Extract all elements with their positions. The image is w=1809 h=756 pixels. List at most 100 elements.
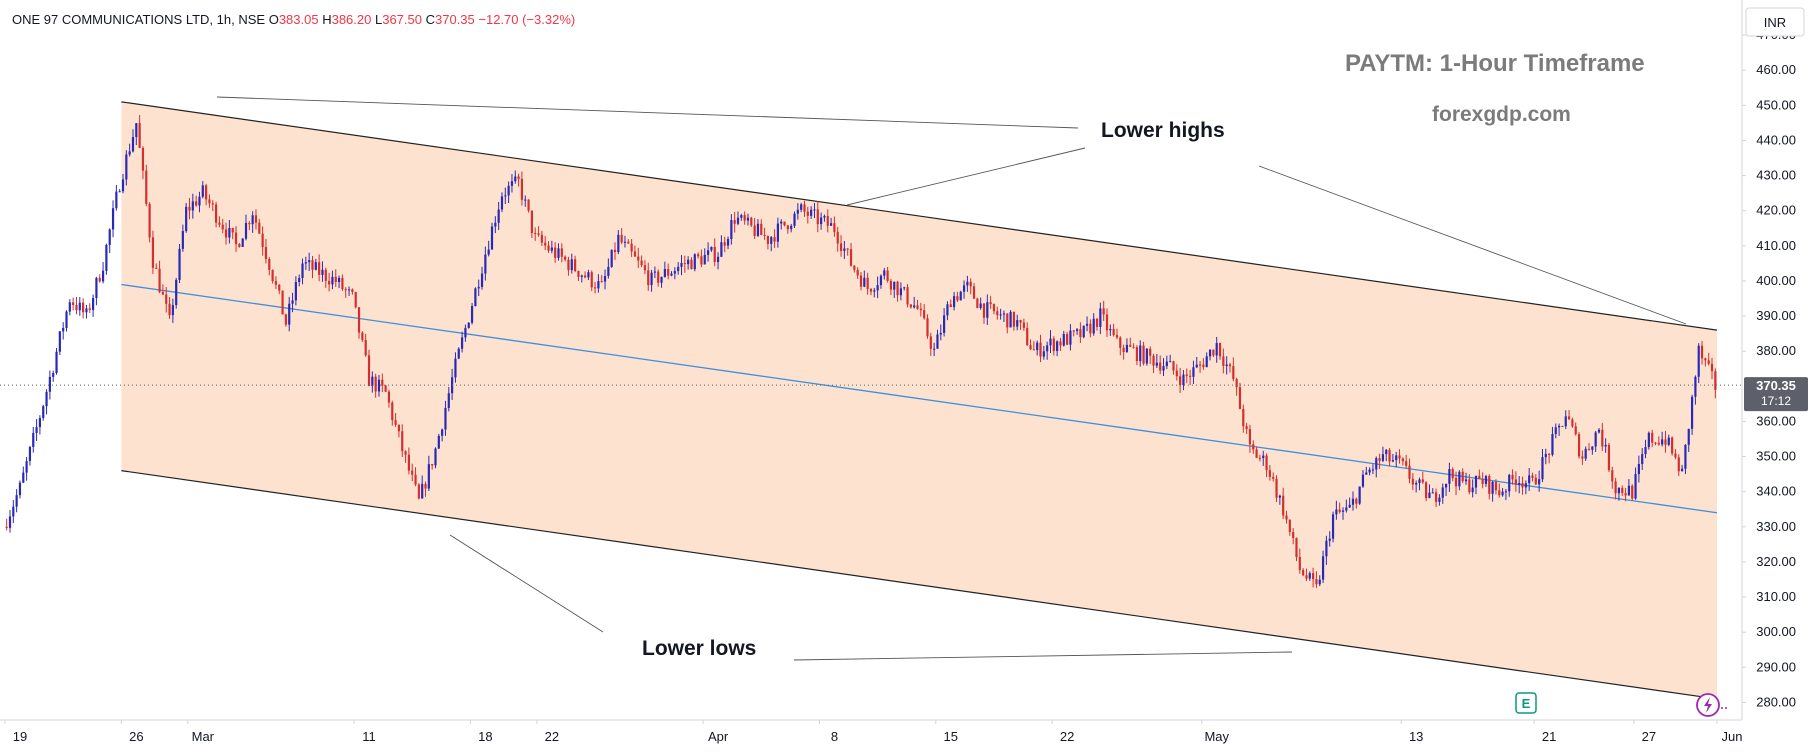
candle-body <box>261 233 264 248</box>
candle-body <box>1478 475 1481 479</box>
candle-body <box>803 204 806 212</box>
candle-177 <box>593 281 597 294</box>
candle-body <box>371 376 374 387</box>
candle-301 <box>1006 313 1009 334</box>
candle-408 <box>1361 470 1365 488</box>
candle-body <box>780 221 783 224</box>
candle-397 <box>1325 535 1328 565</box>
candle-416 <box>1388 448 1391 467</box>
currency-box[interactable] <box>1745 7 1805 37</box>
candle-body <box>1401 458 1404 462</box>
candle-body <box>1444 483 1448 488</box>
candle-body <box>1069 330 1072 345</box>
candle-body <box>1567 416 1571 420</box>
candle-315 <box>1052 336 1055 356</box>
candle-456 <box>1521 476 1524 495</box>
candle-body <box>1677 457 1680 472</box>
candle-body <box>1042 351 1045 357</box>
candle-116 <box>391 400 394 426</box>
candle-body <box>1491 481 1494 494</box>
candle-167 <box>560 243 563 263</box>
candle-282 <box>943 308 946 337</box>
earnings-icon[interactable]: E <box>1515 692 1537 714</box>
candle-209 <box>700 249 703 268</box>
candle-202 <box>677 262 680 275</box>
candle-102 <box>344 287 347 298</box>
candle-body <box>1355 498 1358 504</box>
x-tick-label: 22 <box>545 729 559 744</box>
candle-body <box>214 204 218 223</box>
candle-126 <box>424 481 427 497</box>
candle-body <box>474 288 477 307</box>
candle-body <box>1471 487 1474 493</box>
candle-403 <box>1345 499 1348 513</box>
candle-body <box>896 281 899 296</box>
candle-422 <box>1408 458 1411 484</box>
candle-body <box>75 304 78 311</box>
candle-428 <box>1428 484 1431 499</box>
candle-body <box>121 179 125 192</box>
candle-4 <box>18 480 22 499</box>
candle-body <box>1258 457 1262 459</box>
candle-body <box>324 269 327 281</box>
lightning-icon[interactable] <box>1696 693 1728 717</box>
candle-body <box>972 286 976 299</box>
candle-276 <box>923 304 926 320</box>
candle-329 <box>1099 302 1102 335</box>
candle-390 <box>1302 568 1305 577</box>
candle-body <box>8 516 12 528</box>
candle-79 <box>268 257 271 276</box>
candle-body <box>627 241 630 244</box>
candle-body <box>866 277 869 290</box>
candle-body <box>564 256 567 260</box>
candle-body <box>85 308 88 313</box>
candle-body <box>1508 474 1511 492</box>
candle-402 <box>1341 507 1345 520</box>
candle-462 <box>1541 448 1544 483</box>
candle-body <box>820 217 823 225</box>
candle-body <box>1385 449 1388 455</box>
candle-body <box>1425 482 1428 499</box>
candle-body <box>1531 475 1534 478</box>
candle-body <box>357 307 361 333</box>
candle-483 <box>1611 466 1614 489</box>
candle-381 <box>1272 472 1275 482</box>
candle-272 <box>909 304 912 309</box>
candle-414 <box>1381 446 1385 463</box>
candle-156 <box>524 195 527 207</box>
candle-body <box>58 331 61 352</box>
candle-body <box>1149 348 1152 356</box>
candle-1 <box>8 510 12 533</box>
candle-17 <box>62 322 65 340</box>
candle-357 <box>1192 360 1195 385</box>
candle-356 <box>1189 369 1192 386</box>
candle-body <box>1680 468 1684 472</box>
candle-162 <box>544 236 547 251</box>
channel-fill <box>121 101 1718 699</box>
candle-body <box>979 303 982 308</box>
candle-508 <box>1694 375 1697 405</box>
candle-body <box>32 432 35 447</box>
candle-body <box>554 247 557 258</box>
candle-48 <box>165 286 168 313</box>
candle-430 <box>1434 488 1438 508</box>
candle-243 <box>813 202 816 219</box>
candle-51 <box>175 277 178 309</box>
candle-body <box>650 272 653 286</box>
candle-body <box>1704 358 1707 361</box>
candle-body <box>165 294 168 304</box>
candle-62 <box>211 200 214 212</box>
time-axis[interactable] <box>0 720 1742 756</box>
candle-body <box>1528 475 1531 484</box>
candle-body <box>1388 449 1391 462</box>
candle-body <box>680 263 683 267</box>
candle-394 <box>1315 571 1318 588</box>
candle-166 <box>557 243 560 261</box>
candle-108 <box>364 333 367 357</box>
candle-424 <box>1415 480 1418 493</box>
candle-body <box>1095 318 1099 327</box>
candle-body <box>171 305 174 316</box>
candle-body <box>580 275 583 277</box>
candle-65 <box>221 218 224 234</box>
